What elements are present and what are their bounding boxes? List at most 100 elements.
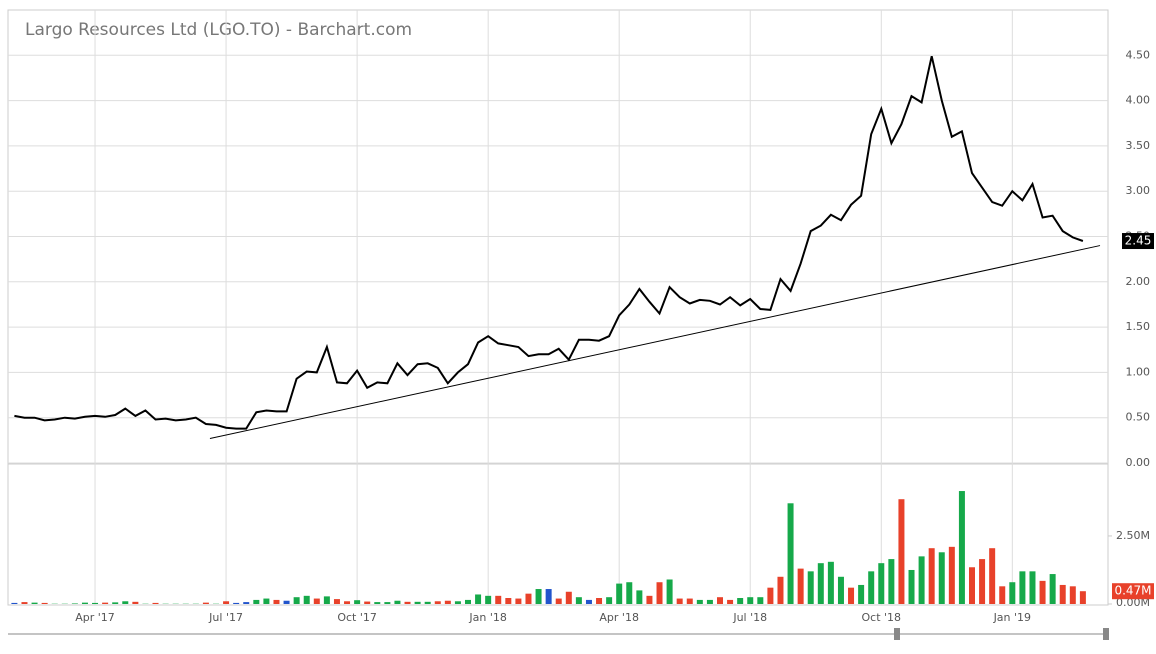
volume-bar [949, 547, 955, 604]
volume-bar [203, 603, 209, 604]
volume-bar [939, 552, 945, 604]
volume-bar [485, 596, 491, 604]
volume-bar [465, 600, 471, 604]
volume-bar [919, 556, 925, 604]
volume-bar [828, 562, 834, 604]
x-tick-label: Apr '18 [599, 611, 639, 624]
volume-bar [999, 586, 1005, 604]
volume-bar [979, 559, 985, 604]
volume-bar [798, 569, 804, 604]
x-tick-label: Oct '17 [337, 611, 377, 624]
y-tick-label: 3.50 [1126, 139, 1151, 152]
volume-bar [314, 599, 320, 604]
volume-bar [425, 602, 431, 604]
volume-bar [324, 596, 330, 604]
volume-bar [566, 592, 572, 604]
y-tick-label: 1.50 [1126, 320, 1151, 333]
y-tick-label: 4.50 [1126, 48, 1151, 61]
volume-bar [475, 594, 481, 604]
volume-bar [687, 599, 693, 604]
volume-bar [878, 563, 884, 604]
volume-bar [263, 599, 269, 604]
last-value-label: 0.47M [1114, 584, 1151, 598]
volume-bar [122, 601, 128, 604]
volume-bar [415, 602, 421, 604]
volume-bar [667, 580, 673, 604]
volume-bar [646, 596, 652, 604]
volume-bar [455, 601, 461, 604]
volume-bar [344, 601, 350, 604]
volume-bar [445, 601, 451, 604]
volume-bar [898, 499, 904, 604]
volume-bar [334, 599, 340, 604]
volume-bar [929, 548, 935, 604]
y-tick-label: 2.00 [1126, 275, 1151, 288]
volume-bar [284, 601, 290, 604]
volume-bar [959, 491, 965, 604]
x-tick-label: Oct '18 [862, 611, 902, 624]
scroll-handle[interactable] [1103, 628, 1109, 640]
volume-bar [717, 597, 723, 604]
volume-bar [1070, 586, 1076, 604]
volume-bar [364, 602, 370, 604]
volume-bar [606, 597, 612, 604]
y-tick-label: 0.00 [1126, 456, 1151, 469]
y-tick-label: 0.50 [1126, 411, 1151, 424]
volume-bar [354, 600, 360, 604]
volume-bar [1029, 571, 1035, 604]
x-tick-label: Jan '18 [468, 611, 506, 624]
x-tick-label: Jul '17 [208, 611, 243, 624]
volume-bar [727, 600, 733, 604]
volume-bar [384, 602, 390, 604]
y-tick-label: 4.00 [1126, 94, 1151, 107]
volume-bar [777, 577, 783, 604]
volume-bar [1009, 582, 1015, 604]
volume-bar [989, 548, 995, 604]
volume-bar [757, 597, 763, 604]
volume-bar [888, 559, 894, 604]
volume-bar [21, 602, 27, 604]
y-tick-label: 2.50M [1116, 529, 1150, 542]
volume-bar [1080, 591, 1086, 604]
volume-bar [626, 582, 632, 604]
volume-bar [636, 590, 642, 604]
volume-bar [525, 594, 531, 604]
x-tick-label: Jul '18 [732, 611, 767, 624]
volume-bar [243, 602, 249, 604]
volume-bar [596, 598, 602, 604]
volume-bar [132, 602, 138, 604]
volume-bar [304, 596, 310, 604]
volume-bar [273, 600, 279, 604]
trendline [210, 246, 1100, 439]
volume-bar [233, 603, 239, 604]
volume-bar [1050, 574, 1056, 604]
volume-bar [868, 571, 874, 604]
volume-bar [1040, 581, 1046, 604]
volume-bar [505, 598, 511, 604]
scroll-handle[interactable] [894, 628, 900, 640]
plot-frame [8, 10, 1108, 605]
volume-bar [42, 603, 48, 604]
volume-bar [788, 503, 794, 604]
volume-bar [546, 589, 552, 604]
volume-bar [747, 597, 753, 604]
volume-bar [1019, 571, 1025, 604]
last-value-label: 2.45 [1125, 234, 1152, 248]
volume-bar [495, 596, 501, 604]
volume-bar [11, 603, 17, 604]
volume-bar [576, 597, 582, 604]
volume-bar [32, 603, 38, 604]
volume-bar [657, 582, 663, 604]
y-tick-label: 1.00 [1126, 365, 1151, 378]
volume-bar [374, 602, 380, 604]
volume-bar [1060, 585, 1066, 604]
volume-bar [253, 600, 259, 604]
volume-bar [556, 599, 562, 604]
volume-bar [707, 600, 713, 604]
volume-bar [818, 563, 824, 604]
volume-bar [102, 603, 108, 604]
volume-bar [394, 601, 400, 604]
chart-title: Largo Resources Ltd (LGO.TO) - Barchart.… [25, 20, 412, 40]
volume-bar [153, 603, 159, 604]
